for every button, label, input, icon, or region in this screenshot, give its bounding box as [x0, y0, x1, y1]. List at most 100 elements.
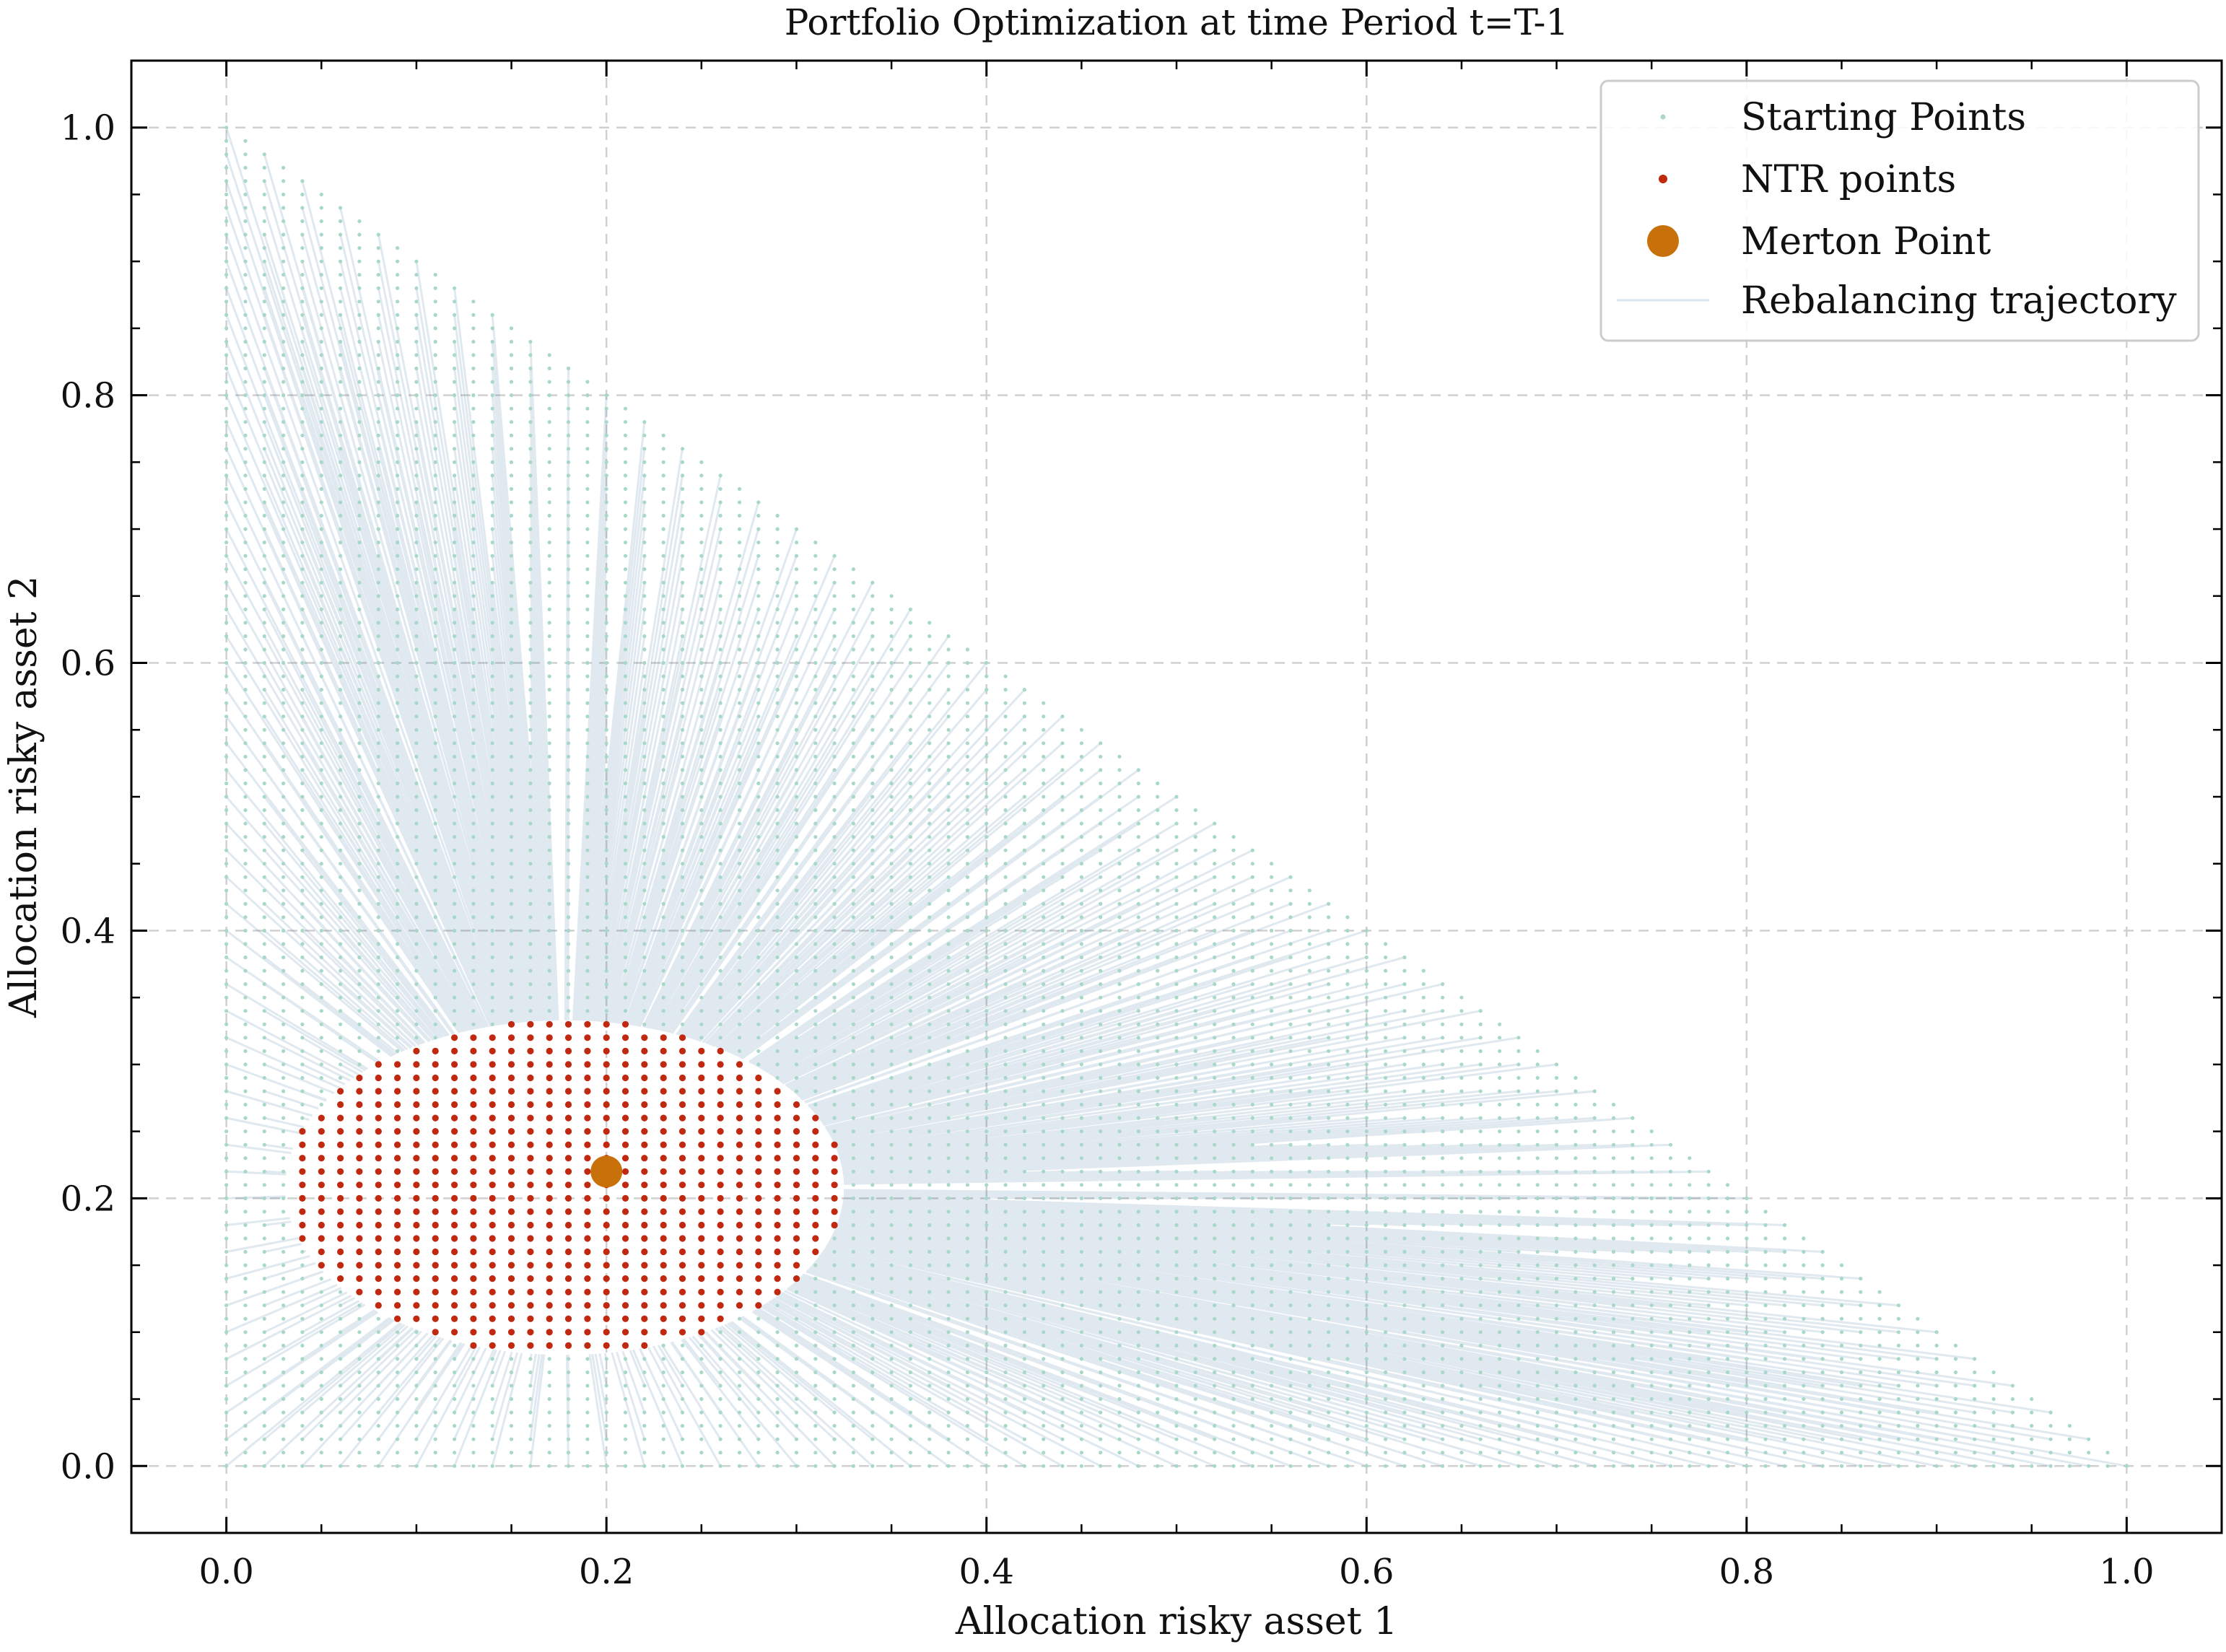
starting-point — [1783, 1250, 1786, 1254]
starting-point — [243, 1089, 247, 1093]
starting-point — [813, 554, 817, 558]
starting-point — [833, 1411, 837, 1415]
starting-point — [1669, 1197, 1672, 1200]
starting-point — [281, 541, 285, 544]
starting-point — [813, 755, 817, 759]
starting-point — [300, 594, 304, 598]
starting-point — [434, 688, 437, 691]
starting-point — [1194, 875, 1197, 879]
starting-point — [243, 179, 247, 183]
starting-point — [1516, 1451, 1520, 1454]
starting-point — [453, 393, 456, 397]
starting-point — [585, 808, 589, 812]
starting-point — [1270, 929, 1273, 932]
starting-point — [1117, 1424, 1121, 1428]
starting-point — [1117, 1411, 1121, 1415]
starting-point — [1441, 1076, 1444, 1080]
starting-point — [453, 862, 456, 865]
starting-point — [1612, 1210, 1615, 1213]
starting-point — [890, 835, 894, 839]
starting-point — [300, 300, 304, 303]
starting-point — [281, 460, 285, 464]
starting-point — [985, 1344, 988, 1347]
starting-point — [548, 1357, 551, 1360]
starting-point — [491, 594, 494, 598]
starting-point — [1137, 1236, 1140, 1240]
starting-point — [662, 714, 665, 718]
starting-point — [1270, 1371, 1273, 1374]
starting-point — [1479, 1290, 1483, 1294]
starting-point — [1270, 1223, 1273, 1227]
starting-point — [1174, 1384, 1178, 1387]
starting-point — [396, 528, 399, 531]
starting-point — [624, 741, 627, 745]
starting-point — [320, 287, 323, 290]
starting-point — [1099, 1223, 1102, 1227]
starting-point — [1308, 1236, 1311, 1240]
starting-point — [928, 621, 931, 624]
starting-point — [756, 795, 760, 798]
starting-point — [1080, 1344, 1083, 1347]
starting-point — [300, 714, 304, 718]
starting-point — [243, 1156, 247, 1160]
starting-point — [339, 888, 342, 892]
starting-point — [605, 862, 608, 865]
starting-point — [1004, 942, 1008, 945]
starting-point — [1745, 1464, 1748, 1468]
starting-point — [1631, 1344, 1634, 1347]
starting-point — [1004, 1143, 1008, 1147]
starting-point — [1251, 969, 1254, 973]
starting-point — [852, 608, 855, 611]
starting-point — [1042, 1143, 1045, 1147]
starting-point — [852, 1143, 855, 1147]
starting-point — [1536, 1089, 1540, 1093]
starting-point — [357, 1062, 361, 1066]
starting-point — [585, 956, 589, 959]
starting-point — [642, 1464, 646, 1468]
starting-point — [491, 407, 494, 411]
starting-point — [1612, 1424, 1615, 1428]
starting-point — [985, 982, 988, 986]
starting-point — [966, 1438, 969, 1441]
starting-point — [1080, 996, 1083, 1000]
starting-point — [1231, 996, 1235, 1000]
starting-point — [947, 675, 951, 678]
starting-point — [1099, 1330, 1102, 1334]
starting-point — [928, 1023, 931, 1026]
starting-point — [281, 1023, 285, 1026]
starting-point — [662, 768, 665, 772]
starting-point — [1099, 1384, 1102, 1387]
starting-point — [471, 822, 475, 826]
starting-point — [339, 969, 342, 973]
starting-point — [795, 888, 798, 892]
starting-point — [300, 1303, 304, 1307]
starting-point — [528, 728, 532, 732]
starting-point — [1516, 1223, 1520, 1227]
starting-point — [548, 1009, 551, 1013]
starting-point — [1251, 1236, 1254, 1240]
starting-point — [339, 1424, 342, 1428]
starting-point — [414, 956, 418, 959]
starting-point — [1764, 1384, 1768, 1387]
starting-point — [719, 822, 723, 826]
starting-point — [1764, 1223, 1768, 1227]
starting-point — [453, 969, 456, 973]
starting-point — [1288, 1330, 1292, 1334]
starting-point — [320, 434, 323, 437]
starting-point — [1441, 1330, 1444, 1334]
starting-point — [263, 353, 266, 357]
starting-point — [928, 1143, 931, 1147]
starting-point — [909, 969, 912, 973]
starting-point — [738, 942, 741, 945]
starting-point — [357, 755, 361, 759]
starting-point — [1194, 956, 1197, 959]
starting-point — [1194, 1290, 1197, 1294]
starting-point — [1080, 929, 1083, 932]
starting-point — [567, 849, 570, 852]
starting-point — [985, 1197, 988, 1200]
starting-point — [491, 1464, 494, 1468]
starting-point — [738, 768, 741, 772]
starting-point — [1707, 1290, 1711, 1294]
starting-point — [1099, 996, 1102, 1000]
starting-point — [795, 594, 798, 598]
